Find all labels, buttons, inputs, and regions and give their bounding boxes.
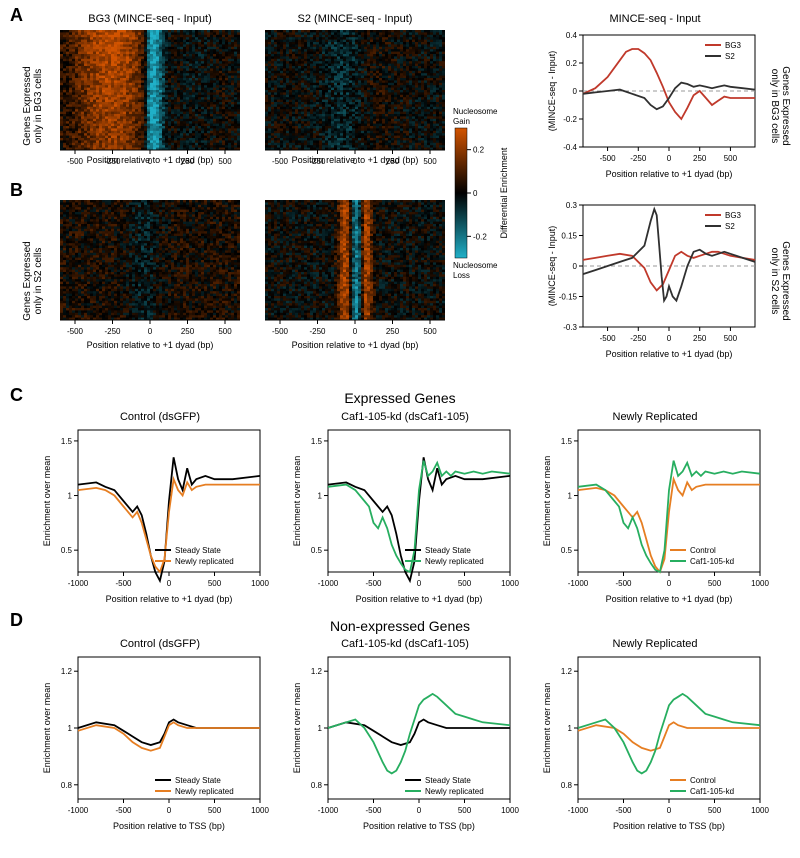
heatmap-a1-title: BG3 (MINCE-seq - Input) [60,13,240,25]
d3-title: Newly Replicated [555,638,755,650]
line-chart-d3: -1000-500050010000.811.2Position relativ… [540,652,770,837]
line-chart-a: -500-2500250500-0.4-0.200.20.4Position r… [545,30,765,185]
line-chart-b: -500-2500250500-0.3-0.1500.150.3Position… [545,200,765,365]
svg-text:500: 500 [218,157,232,166]
svg-text:-500: -500 [67,157,84,166]
panel-b-label: B [10,180,23,201]
row-b-right-title: Genes Expressedonly in S2 cells [769,226,791,336]
c2-title: Caf1-105-kd (dsCaf1-105) [305,411,505,423]
line-chart-d1: -1000-500050010000.811.2Position relativ… [40,652,270,837]
line-chart-d2: -1000-500050010000.811.2Position relativ… [290,652,520,837]
c1-title: Control (dsGFP) [60,411,260,423]
section-expressed-title: Expressed Genes [0,390,800,406]
c3-title: Newly Replicated [555,411,755,423]
row-a-left-title: Genes Expressedonly in BG3 cells [22,51,44,161]
line-chart-c3: -1000-500050010000.511.5Position relativ… [540,425,770,610]
svg-text:Position relative to +1 dyad (: Position relative to +1 dyad (bp) [87,155,214,165]
panel-a-label: A [10,5,23,26]
line-a-title: MINCE-seq - Input [565,13,745,25]
d1-title: Control (dsGFP) [60,638,260,650]
heatmap-b2: -500-2500250500Position relative to +1 d… [265,200,445,355]
row-a-right-title: Genes Expressedonly in BG3 cells [769,51,791,161]
heatmap-colorbar: -0.200.2NucleosomeGainNucleosomeLossDiff… [450,108,540,278]
heatmap-b1: -500-2500250500Position relative to +1 d… [60,200,240,355]
line-chart-c1: -1000-500050010000.511.5Position relativ… [40,425,270,610]
row-b-left-title: Genes Expressedonly in S2 cells [22,226,44,336]
line-chart-c2: -1000-500050010000.511.5Position relativ… [290,425,520,610]
heatmap-a2-title: S2 (MINCE-seq - Input) [265,13,445,25]
d2-title: Caf1-105-kd (dsCaf1-105) [305,638,505,650]
section-nonexpressed-title: Non-expressed Genes [0,618,800,634]
heatmap-a2: -500-2500250500Position relative to +1 d… [265,30,445,170]
heatmap-a1: -500-2500250500Position relative to +1 d… [60,30,240,170]
